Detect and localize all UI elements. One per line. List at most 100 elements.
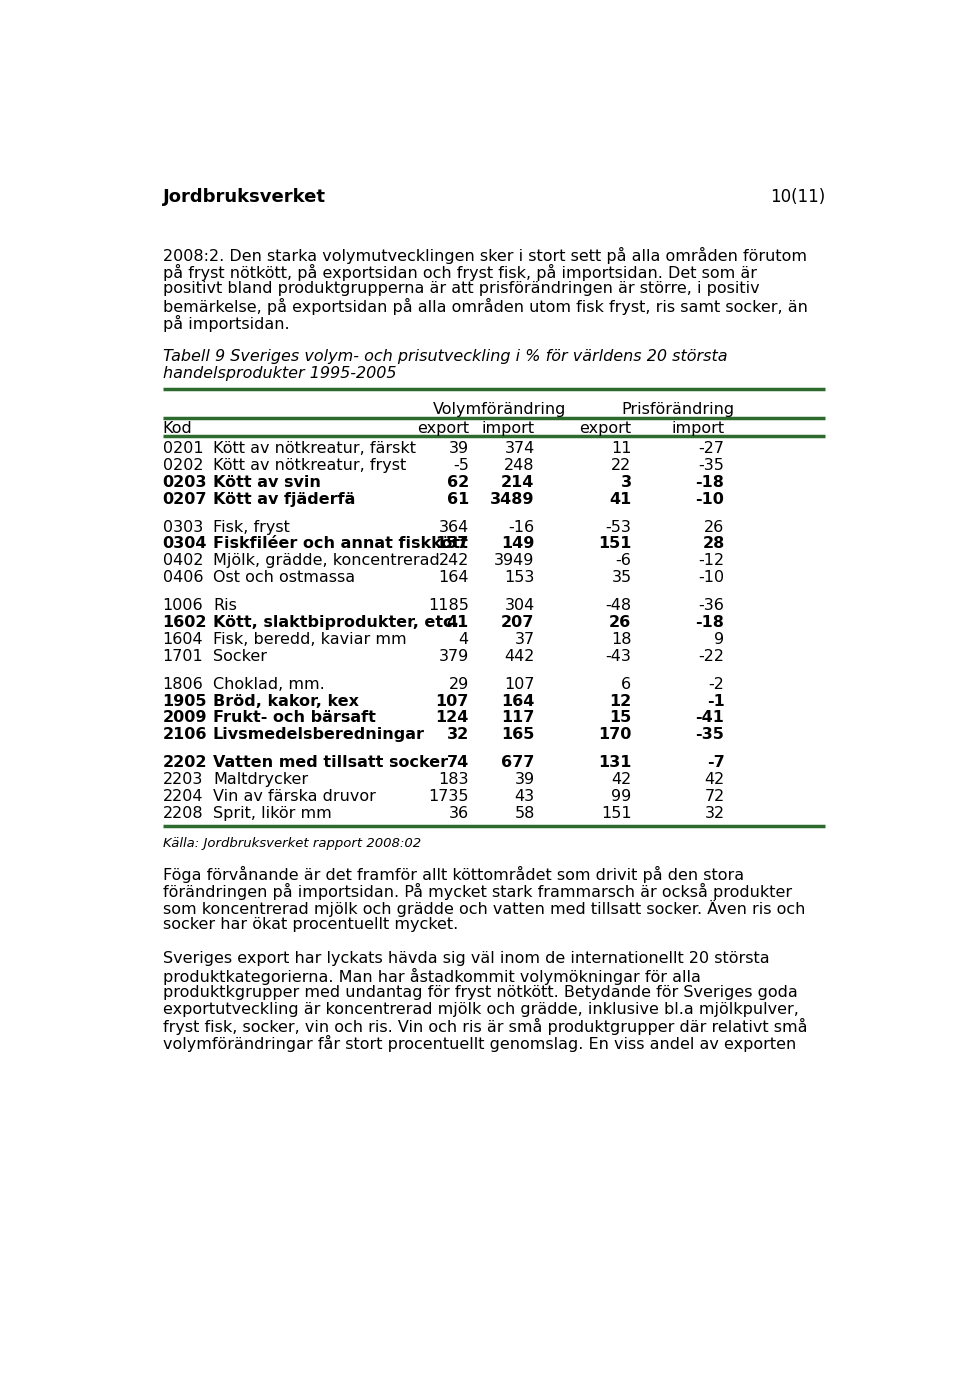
Text: 214: 214 <box>501 475 535 490</box>
Text: 1701: 1701 <box>162 649 204 664</box>
Text: 58: 58 <box>515 805 535 821</box>
Text: -27: -27 <box>699 441 725 455</box>
Text: -22: -22 <box>699 649 725 664</box>
Text: 107: 107 <box>504 677 535 692</box>
Text: Sveriges export har lyckats hävda sig väl inom de internationellt 20 största: Sveriges export har lyckats hävda sig vä… <box>162 951 769 966</box>
Text: 304: 304 <box>504 598 535 613</box>
Text: 248: 248 <box>504 458 535 473</box>
Text: bemärkelse, på exportsidan på alla områden utom fisk fryst, ris samt socker, än: bemärkelse, på exportsidan på alla områd… <box>162 298 807 314</box>
Text: 2204: 2204 <box>162 789 204 804</box>
Text: Ris: Ris <box>213 598 237 613</box>
Text: 1006: 1006 <box>162 598 204 613</box>
Text: 131: 131 <box>598 756 632 770</box>
Text: 72: 72 <box>705 789 725 804</box>
Text: 157: 157 <box>436 537 468 551</box>
Text: 2009: 2009 <box>162 710 207 725</box>
Text: 2008:2. Den starka volymutvecklingen sker i stort sett på alla områden förutom: 2008:2. Den starka volymutvecklingen ske… <box>162 246 806 264</box>
Text: fryst fisk, socker, vin och ris. Vin och ris är små produktgrupper där relativt : fryst fisk, socker, vin och ris. Vin och… <box>162 1019 807 1035</box>
Text: 2106: 2106 <box>162 728 207 742</box>
Text: -5: -5 <box>453 458 468 473</box>
Text: Tabell 9 Sveriges volym- och prisutveckling i % för världens 20 största: Tabell 9 Sveriges volym- och prisutveckl… <box>162 349 727 364</box>
Text: 36: 36 <box>448 805 468 821</box>
Text: 379: 379 <box>439 649 468 664</box>
Text: Kött av fjäderfä: Kött av fjäderfä <box>213 491 355 507</box>
Text: 0402: 0402 <box>162 554 204 569</box>
Text: 1806: 1806 <box>162 677 204 692</box>
Text: volymförändringar får stort procentuellt genomslag. En viss andel av exporten: volymförändringar får stort procentuellt… <box>162 1035 796 1052</box>
Text: 32: 32 <box>705 805 725 821</box>
Text: förändringen på importsidan. På mycket stark frammarsch är också produkter: förändringen på importsidan. På mycket s… <box>162 883 792 900</box>
Text: Bröd, kakor, kex: Bröd, kakor, kex <box>213 693 359 709</box>
Text: -35: -35 <box>699 458 725 473</box>
Text: export: export <box>417 421 468 436</box>
Text: Fisk, beredd, kaviar mm: Fisk, beredd, kaviar mm <box>213 632 407 646</box>
Text: 74: 74 <box>446 756 468 770</box>
Text: 2208: 2208 <box>162 805 204 821</box>
Text: 3949: 3949 <box>494 554 535 569</box>
Text: Volymförändring: Volymförändring <box>433 403 566 418</box>
Text: 39: 39 <box>515 772 535 787</box>
Text: Fisk, fryst: Fisk, fryst <box>213 519 290 534</box>
Text: 42: 42 <box>612 772 632 787</box>
Text: import: import <box>482 421 535 436</box>
Text: 26: 26 <box>705 519 725 534</box>
Text: 242: 242 <box>439 554 468 569</box>
Text: 39: 39 <box>448 441 468 455</box>
Text: 153: 153 <box>504 570 535 585</box>
Text: 1735: 1735 <box>428 789 468 804</box>
Text: på importsidan.: på importsidan. <box>162 314 289 332</box>
Text: -35: -35 <box>696 728 725 742</box>
Text: 151: 151 <box>601 805 632 821</box>
Text: -36: -36 <box>699 598 725 613</box>
Text: -53: -53 <box>606 519 632 534</box>
Text: 164: 164 <box>439 570 468 585</box>
Text: 3489: 3489 <box>491 491 535 507</box>
Text: 37: 37 <box>515 632 535 646</box>
Text: export: export <box>580 421 632 436</box>
Text: 442: 442 <box>504 649 535 664</box>
Text: produktkategorierna. Man har åstadkommit volymökningar för alla: produktkategorierna. Man har åstadkommit… <box>162 967 701 984</box>
Text: Kött av svin: Kött av svin <box>213 475 321 490</box>
Text: Frukt- och bärsaft: Frukt- och bärsaft <box>213 710 376 725</box>
Text: Sprit, likör mm: Sprit, likör mm <box>213 805 332 821</box>
Text: exportutveckling är koncentrerad mjölk och grädde, inklusive bl.a mjölkpulver,: exportutveckling är koncentrerad mjölk o… <box>162 1002 799 1016</box>
Text: 117: 117 <box>501 710 535 725</box>
Text: Vin av färska druvor: Vin av färska druvor <box>213 789 376 804</box>
Text: -18: -18 <box>696 475 725 490</box>
Text: 15: 15 <box>610 710 632 725</box>
Text: Maltdrycker: Maltdrycker <box>213 772 308 787</box>
Text: 4: 4 <box>459 632 468 646</box>
Text: 26: 26 <box>610 614 632 630</box>
Text: 1602: 1602 <box>162 614 207 630</box>
Text: Livsmedelsberedningar: Livsmedelsberedningar <box>213 728 425 742</box>
Text: 0203: 0203 <box>162 475 207 490</box>
Text: Socker: Socker <box>213 649 267 664</box>
Text: 62: 62 <box>446 475 468 490</box>
Text: Choklad, mm.: Choklad, mm. <box>213 677 324 692</box>
Text: 149: 149 <box>501 537 535 551</box>
Text: Vatten med tillsatt socker: Vatten med tillsatt socker <box>213 756 448 770</box>
Text: 0303: 0303 <box>162 519 203 534</box>
Text: 12: 12 <box>610 693 632 709</box>
Text: 22: 22 <box>612 458 632 473</box>
Text: -10: -10 <box>698 570 725 585</box>
Text: 0201: 0201 <box>162 441 204 455</box>
Text: 10(11): 10(11) <box>770 188 826 206</box>
Text: -12: -12 <box>698 554 725 569</box>
Text: Prisförändring: Prisförändring <box>621 403 734 418</box>
Text: 2202: 2202 <box>162 756 207 770</box>
Text: 124: 124 <box>436 710 468 725</box>
Text: import: import <box>671 421 725 436</box>
Text: 3: 3 <box>620 475 632 490</box>
Text: 374: 374 <box>504 441 535 455</box>
Text: 170: 170 <box>598 728 632 742</box>
Text: Kod: Kod <box>162 421 192 436</box>
Text: 35: 35 <box>612 570 632 585</box>
Text: -48: -48 <box>606 598 632 613</box>
Text: 1905: 1905 <box>162 693 207 709</box>
Text: 0207: 0207 <box>162 491 207 507</box>
Text: Jordbruksverket: Jordbruksverket <box>162 188 325 206</box>
Text: 1604: 1604 <box>162 632 204 646</box>
Text: 0304: 0304 <box>162 537 207 551</box>
Text: 0406: 0406 <box>162 570 204 585</box>
